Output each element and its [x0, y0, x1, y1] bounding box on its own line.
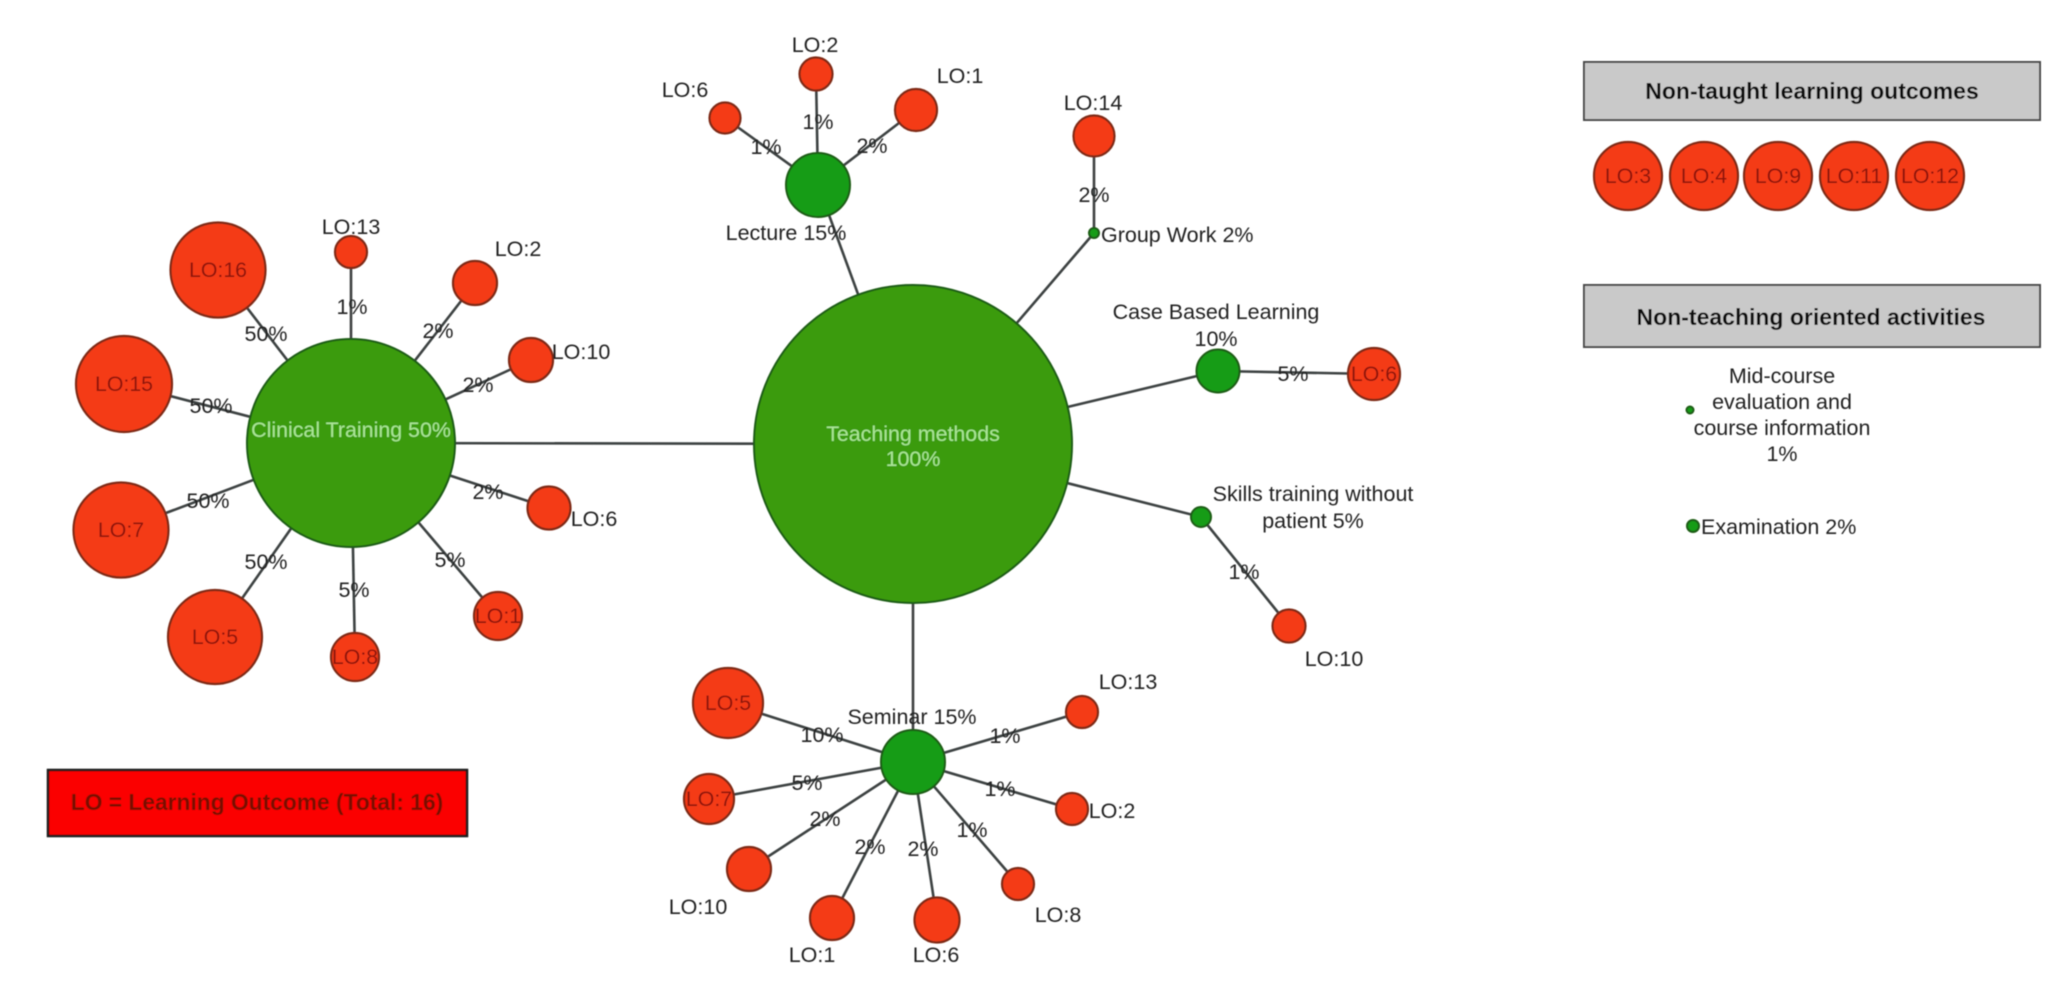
svg-text:LO:15: LO:15: [95, 372, 153, 396]
svg-text:1%: 1%: [984, 777, 1015, 801]
svg-text:5%: 5%: [791, 771, 822, 795]
svg-text:LO:13: LO:13: [322, 215, 381, 239]
svg-text:LO:1: LO:1: [475, 604, 521, 628]
svg-text:LO:10: LO:10: [1305, 647, 1364, 671]
svg-text:Non-teaching oriented activiti: Non-teaching oriented activities: [1637, 304, 1986, 330]
svg-text:5%: 5%: [1277, 362, 1308, 386]
svg-text:LO:5: LO:5: [705, 691, 751, 715]
svg-text:50%: 50%: [244, 322, 287, 346]
svg-text:1%: 1%: [802, 110, 833, 134]
svg-text:1%: 1%: [989, 724, 1020, 748]
svg-text:LO:3: LO:3: [1605, 164, 1651, 188]
svg-text:evaluation and: evaluation and: [1712, 390, 1852, 414]
svg-text:1%: 1%: [336, 295, 367, 319]
svg-text:2%: 2%: [422, 319, 453, 343]
svg-text:50%: 50%: [244, 550, 287, 574]
svg-text:1%: 1%: [750, 135, 781, 159]
svg-text:LO:10: LO:10: [669, 895, 728, 919]
svg-text:2%: 2%: [1078, 183, 1109, 207]
svg-text:LO:2: LO:2: [1089, 799, 1136, 823]
svg-text:5%: 5%: [434, 548, 465, 572]
svg-text:2%: 2%: [462, 373, 493, 397]
svg-text:1%: 1%: [1228, 560, 1259, 584]
svg-text:Lecture 15%: Lecture 15%: [726, 221, 847, 245]
svg-text:Group Work 2%: Group Work 2%: [1101, 223, 1254, 247]
svg-text:Clinical Training 50%: Clinical Training 50%: [251, 418, 451, 442]
svg-text:LO:6: LO:6: [1351, 362, 1397, 386]
svg-text:LO:6: LO:6: [571, 507, 618, 531]
svg-text:LO:6: LO:6: [913, 943, 960, 967]
svg-text:LO:11: LO:11: [1826, 164, 1882, 188]
svg-text:5%: 5%: [338, 578, 369, 602]
svg-text:LO:2: LO:2: [792, 33, 839, 57]
svg-text:LO:5: LO:5: [192, 625, 238, 649]
svg-text:50%: 50%: [189, 394, 232, 418]
svg-text:50%: 50%: [186, 489, 229, 513]
svg-text:LO:13: LO:13: [1099, 670, 1158, 694]
svg-text:Non-taught learning outcomes: Non-taught learning outcomes: [1645, 78, 1979, 104]
svg-text:Seminar 15%: Seminar 15%: [847, 705, 976, 729]
svg-text:Case Based Learning: Case Based Learning: [1113, 300, 1320, 324]
svg-text:10%: 10%: [1194, 327, 1237, 351]
svg-text:Examination 2%: Examination 2%: [1701, 515, 1856, 539]
svg-text:10%: 10%: [800, 723, 843, 747]
svg-text:LO:1: LO:1: [937, 64, 984, 88]
svg-text:LO:8: LO:8: [332, 645, 378, 669]
svg-text:patient 5%: patient 5%: [1262, 509, 1364, 533]
svg-text:LO:2: LO:2: [495, 237, 542, 261]
svg-text:LO:1: LO:1: [789, 943, 836, 967]
svg-text:LO:4: LO:4: [1681, 164, 1727, 188]
svg-text:100%: 100%: [886, 447, 941, 471]
svg-text:Mid-course: Mid-course: [1729, 364, 1835, 388]
svg-text:1%: 1%: [1766, 442, 1797, 466]
svg-text:2%: 2%: [856, 134, 887, 158]
svg-text:LO:16: LO:16: [189, 258, 247, 282]
svg-text:2%: 2%: [907, 837, 938, 861]
svg-text:course information: course information: [1694, 416, 1871, 440]
svg-text:LO:7: LO:7: [686, 787, 732, 811]
svg-text:Skills training without: Skills training without: [1213, 482, 1414, 506]
svg-text:LO:14: LO:14: [1064, 91, 1123, 115]
svg-text:LO:6: LO:6: [662, 78, 709, 102]
svg-text:Teaching methods: Teaching methods: [826, 422, 1000, 446]
svg-text:LO:8: LO:8: [1035, 903, 1082, 927]
svg-text:LO:9: LO:9: [1755, 164, 1801, 188]
svg-text:LO:12: LO:12: [1901, 164, 1959, 188]
svg-text:2%: 2%: [472, 480, 503, 504]
svg-text:1%: 1%: [956, 818, 987, 842]
svg-text:LO = Learning Outcome (Total:: LO = Learning Outcome (Total: 16): [71, 789, 443, 815]
svg-text:2%: 2%: [854, 835, 885, 859]
svg-text:LO:7: LO:7: [98, 518, 144, 542]
svg-text:LO:10: LO:10: [552, 340, 611, 364]
svg-text:2%: 2%: [809, 807, 840, 831]
